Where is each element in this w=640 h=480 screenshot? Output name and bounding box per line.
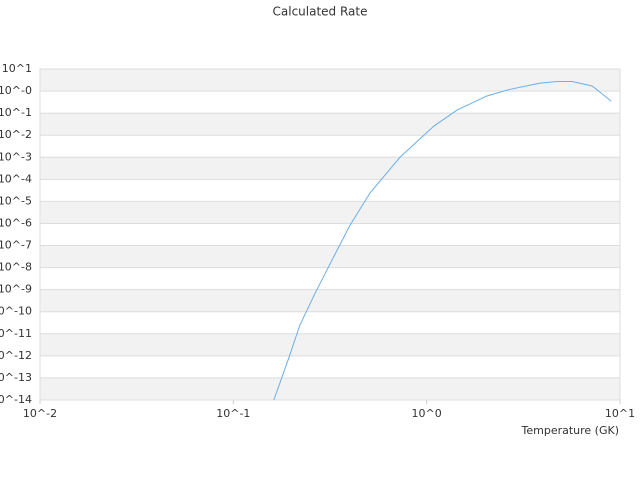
plot-frame bbox=[39, 68, 621, 401]
data-line bbox=[273, 81, 612, 401]
chart-title: Calculated Rate bbox=[273, 5, 368, 19]
grid-band bbox=[40, 113, 620, 136]
grid-band bbox=[40, 333, 620, 356]
grid-band bbox=[40, 245, 620, 268]
y-tick-label: 10^-8 bbox=[0, 261, 32, 274]
y-tick-label: 10^-9 bbox=[0, 283, 32, 296]
x-tick-label: 10^-2 bbox=[23, 407, 57, 420]
x-axis-label: Temperature (GK) bbox=[521, 424, 620, 437]
grid-band bbox=[40, 69, 620, 92]
y-tick-label: 10^-4 bbox=[0, 172, 32, 185]
grid-band bbox=[40, 157, 620, 180]
x-tick-label: 10^-1 bbox=[216, 407, 250, 420]
y-tick-label: 10^-11 bbox=[0, 327, 32, 340]
y-tick-label: 10^-13 bbox=[0, 371, 32, 384]
y-tick-label: 10^-10 bbox=[0, 305, 32, 318]
x-tick-label: 10^1 bbox=[605, 407, 635, 420]
grid-band bbox=[40, 289, 620, 312]
y-tick-label: 10^-0 bbox=[0, 84, 32, 97]
y-tick-label: 10^1 bbox=[2, 62, 32, 75]
y-tick-label: 10^-7 bbox=[0, 239, 32, 252]
y-tick-label: 10^-3 bbox=[0, 150, 32, 163]
y-tick-label: 10^-6 bbox=[0, 216, 32, 229]
x-tick-label: 10^0 bbox=[412, 407, 442, 420]
y-tick-label: 10^-2 bbox=[0, 128, 32, 141]
y-tick-label: 10^-5 bbox=[0, 194, 32, 207]
grid-band bbox=[40, 377, 620, 400]
grid-band bbox=[40, 201, 620, 224]
y-tick-label: 10^-14 bbox=[0, 393, 32, 406]
y-tick-label: 10^-12 bbox=[0, 349, 32, 362]
y-tick-label: 10^-1 bbox=[0, 106, 32, 119]
